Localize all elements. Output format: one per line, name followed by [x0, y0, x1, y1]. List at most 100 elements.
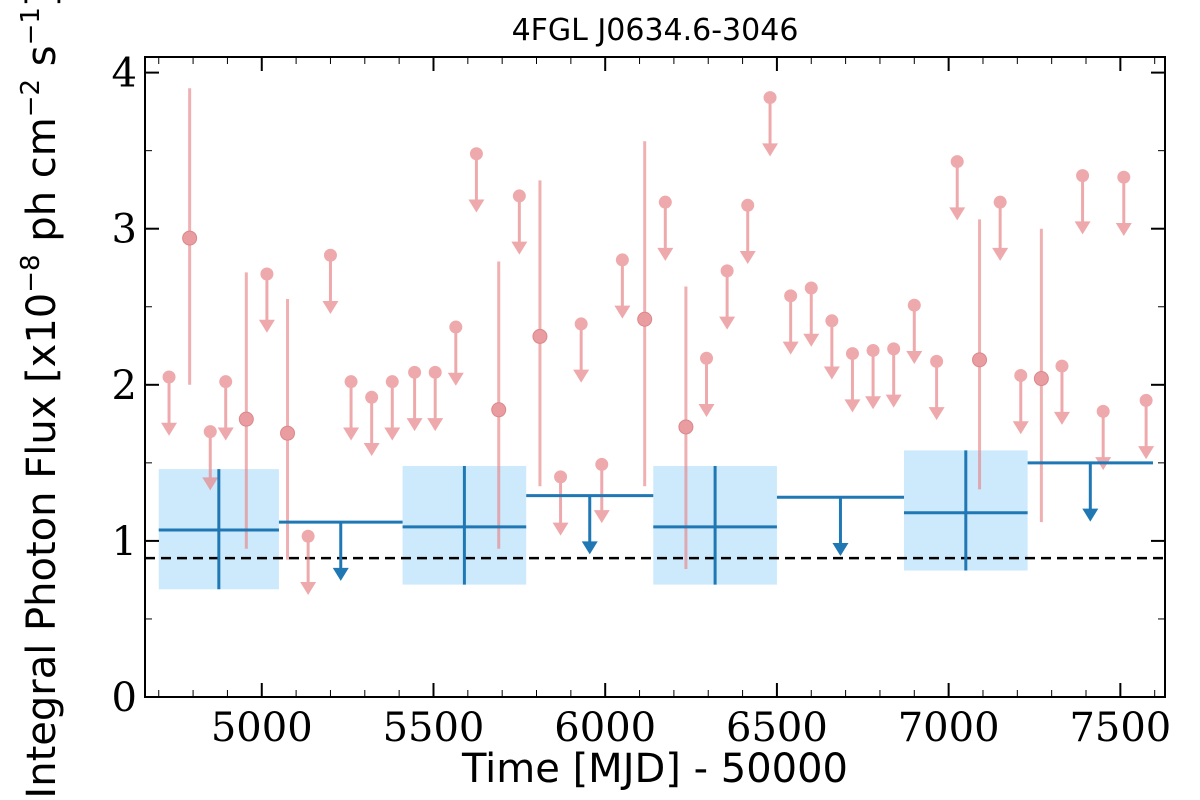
- fine-detection: [678, 286, 694, 569]
- fine-upper-limit: [217, 375, 234, 441]
- fine-detection-point: [1033, 371, 1049, 387]
- fine-upper-limit-head: [614, 305, 631, 319]
- fine-upper-limit: [161, 370, 178, 436]
- fine-upper-limit-head: [1074, 221, 1091, 235]
- fine-detection: [280, 298, 296, 560]
- fine-upper-limit-point: [1117, 170, 1131, 184]
- fine-detection-point: [972, 352, 988, 368]
- fine-upper-limit-point: [203, 425, 217, 439]
- y-label-sup-1: −8: [16, 254, 46, 292]
- fine-upper-limit-point: [741, 198, 755, 212]
- fine-detection: [532, 180, 548, 487]
- fine-upper-limit: [447, 320, 464, 386]
- y-label-sup-2: −2: [16, 79, 46, 117]
- fine-upper-limit: [865, 343, 882, 410]
- fine-upper-limit-head: [384, 427, 401, 441]
- fine-upper-limit-point: [301, 529, 315, 543]
- fine-upper-limit-point: [845, 347, 859, 361]
- fine-upper-limit: [614, 253, 631, 319]
- fine-detection-point: [637, 311, 653, 327]
- coarse-upper-limit-arrow: [1082, 462, 1099, 522]
- fine-upper-limit-point: [866, 343, 880, 357]
- fine-detection-point: [280, 425, 296, 441]
- fine-upper-limit-head: [217, 427, 234, 441]
- fine-upper-limit-head: [865, 396, 882, 410]
- fine-upper-limit-point: [804, 281, 818, 295]
- fine-upper-limit: [573, 317, 590, 383]
- fine-upper-limit-head: [552, 522, 569, 536]
- fine-upper-limit: [468, 147, 485, 213]
- coarse-upper-limit-arrow-head: [1082, 508, 1099, 522]
- fine-upper-limit-point: [658, 195, 672, 209]
- fine-upper-limit-head: [906, 350, 923, 364]
- y-label-part-4: ]: [19, 0, 65, 7]
- y-tick-label: 4: [112, 51, 137, 97]
- fine-upper-limit: [657, 195, 674, 261]
- fine-upper-limit-head: [844, 399, 861, 413]
- fine-upper-limit: [343, 375, 360, 441]
- x-tick-label: 6000: [554, 705, 656, 751]
- fine-upper-limit-point: [512, 189, 526, 203]
- fine-upper-limit: [698, 351, 715, 418]
- fine-upper-limit-point: [720, 264, 734, 278]
- fine-upper-limit-head: [447, 372, 464, 386]
- coarse-upper-limit-arrow-head: [832, 542, 849, 556]
- plot-frame: [144, 56, 1166, 698]
- fine-upper-limit: [1115, 170, 1132, 236]
- fine-detection-point: [182, 230, 198, 246]
- y-tick-label: 1: [112, 519, 137, 565]
- fine-upper-limit-head: [823, 366, 840, 380]
- fine-upper-limit-point: [574, 317, 588, 331]
- fine-upper-limit-point: [1076, 169, 1090, 183]
- fine-upper-limit-point: [887, 342, 901, 356]
- fine-upper-limit-point: [950, 155, 964, 169]
- coarse-upper-limit: [1027, 461, 1153, 522]
- fine-upper-limit-head: [363, 443, 380, 457]
- fine-upper-limit-head: [803, 333, 820, 347]
- fine-upper-limit-point: [615, 253, 629, 267]
- fine-upper-limit: [363, 390, 380, 457]
- fine-upper-limit-point: [1096, 404, 1110, 418]
- fine-upper-limit: [427, 365, 444, 432]
- fine-upper-limit: [823, 314, 840, 380]
- coarse-upper-limit-arrow: [832, 497, 849, 556]
- x-tick-label: 7000: [898, 705, 1000, 751]
- fine-upper-limit-head: [1138, 446, 1155, 460]
- fine-upper-limit: [928, 354, 945, 421]
- fine-detection: [637, 141, 653, 487]
- fine-upper-limit-point: [763, 91, 777, 105]
- fine-upper-limit-point: [554, 470, 568, 484]
- fine-upper-limit-head: [258, 319, 275, 333]
- fine-upper-limit: [406, 365, 423, 432]
- fine-upper-limit: [1012, 368, 1029, 435]
- fine-upper-limit: [782, 289, 799, 355]
- fine-upper-limit-head: [762, 143, 779, 157]
- fine-upper-limit-head: [573, 369, 590, 383]
- x-axis-label: Time [MJD] - 50000: [461, 746, 848, 792]
- fine-detection-point: [238, 411, 254, 427]
- fine-upper-limit-head: [406, 418, 423, 432]
- fine-upper-limit-head: [202, 477, 219, 491]
- y-tick-label: 0: [112, 675, 137, 721]
- fine-detection-point: [491, 402, 507, 418]
- fine-upper-limit: [906, 298, 923, 364]
- fine-upper-limit-head: [1115, 222, 1132, 236]
- coarse-upper-limit-arrow-head: [581, 541, 598, 555]
- y-tick-label: 3: [112, 207, 137, 253]
- fine-upper-limit: [1095, 404, 1112, 471]
- fine-upper-limit-point: [344, 375, 358, 389]
- x-tick-label: 7500: [1069, 705, 1171, 751]
- fine-upper-limit: [322, 248, 339, 314]
- coarse-upper-limit-arrow: [581, 495, 598, 555]
- fine-upper-limit-head: [885, 394, 902, 408]
- fine-upper-limit-head: [1053, 411, 1070, 425]
- fine-upper-limit-point: [323, 248, 337, 262]
- fine-upper-limit-head: [322, 301, 339, 314]
- fine-upper-limit-head: [719, 316, 736, 330]
- fine-upper-limit-point: [930, 354, 944, 368]
- y-label-part-3: s: [19, 45, 65, 79]
- y-axis-label: Integral Photon Flux [x10−8 ph cm−2 s−1]: [16, 0, 65, 799]
- fine-upper-limit-head: [511, 241, 528, 255]
- fine-upper-limit-point: [260, 267, 274, 281]
